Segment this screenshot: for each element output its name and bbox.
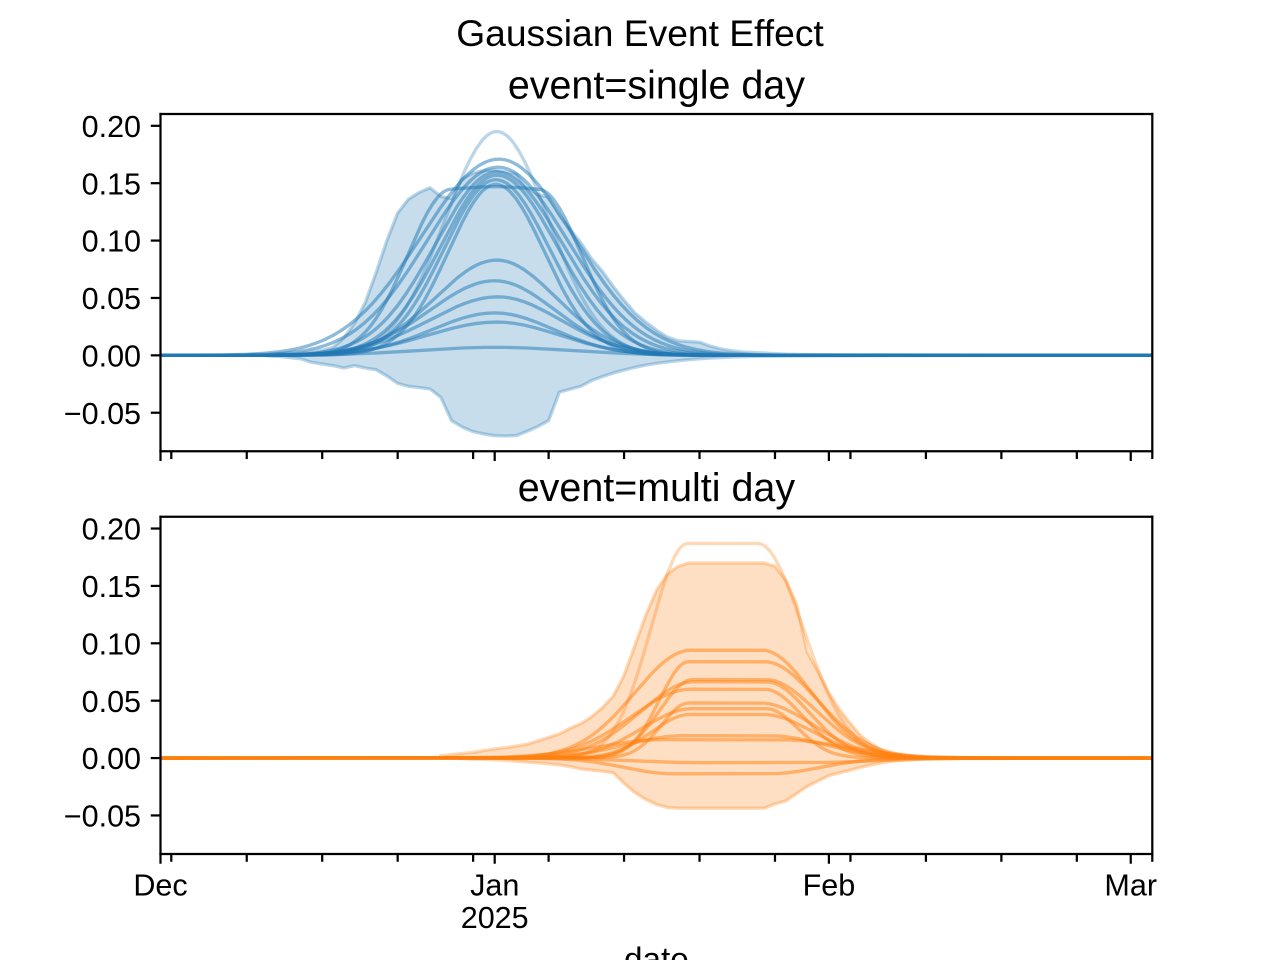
svg-text:0.00: 0.00 bbox=[82, 742, 141, 776]
svg-text:Dec: Dec bbox=[133, 869, 187, 903]
svg-text:2025: 2025 bbox=[461, 901, 529, 935]
svg-text:−0.05: −0.05 bbox=[64, 397, 141, 431]
svg-text:0.05: 0.05 bbox=[82, 685, 141, 719]
svg-text:date: date bbox=[624, 941, 689, 960]
svg-text:Gaussian Event Effect: Gaussian Event Effect bbox=[456, 12, 824, 54]
svg-text:0.15: 0.15 bbox=[82, 167, 141, 201]
svg-text:0.20: 0.20 bbox=[82, 110, 141, 144]
svg-text:0.10: 0.10 bbox=[82, 225, 141, 259]
svg-text:Jan: Jan bbox=[470, 869, 519, 903]
svg-text:−0.05: −0.05 bbox=[64, 800, 141, 834]
svg-text:0.10: 0.10 bbox=[82, 627, 141, 661]
svg-text:event=multi day: event=multi day bbox=[518, 466, 796, 510]
svg-text:Mar: Mar bbox=[1104, 869, 1157, 903]
svg-text:0.15: 0.15 bbox=[82, 570, 141, 604]
svg-text:event=single day: event=single day bbox=[508, 63, 805, 107]
svg-text:0.20: 0.20 bbox=[82, 513, 141, 547]
svg-text:Feb: Feb bbox=[803, 869, 856, 903]
svg-text:0.05: 0.05 bbox=[82, 282, 141, 316]
svg-text:0.00: 0.00 bbox=[82, 339, 141, 373]
